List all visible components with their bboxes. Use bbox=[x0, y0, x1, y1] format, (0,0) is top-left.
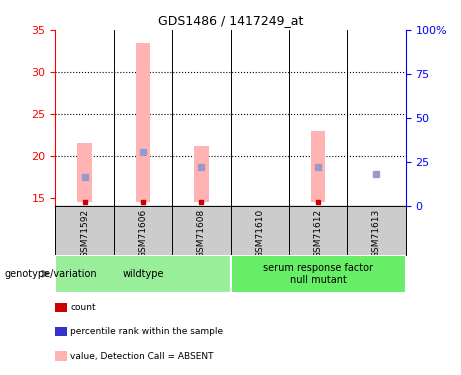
Text: GSM71610: GSM71610 bbox=[255, 209, 264, 258]
Text: genotype/variation: genotype/variation bbox=[5, 269, 97, 279]
Bar bbox=[136, 43, 150, 202]
Bar bbox=[77, 143, 92, 202]
Text: GSM71613: GSM71613 bbox=[372, 209, 381, 258]
Text: serum response factor
null mutant: serum response factor null mutant bbox=[263, 263, 373, 285]
Text: GSM71612: GSM71612 bbox=[313, 209, 323, 258]
Text: percentile rank within the sample: percentile rank within the sample bbox=[70, 327, 223, 336]
Bar bbox=[194, 146, 208, 202]
Text: GSM71606: GSM71606 bbox=[138, 209, 148, 258]
Text: count: count bbox=[70, 303, 96, 312]
Text: GSM71608: GSM71608 bbox=[197, 209, 206, 258]
Bar bbox=[55, 255, 230, 292]
Bar bbox=[311, 131, 325, 202]
Bar bbox=[230, 255, 406, 292]
Text: value, Detection Call = ABSENT: value, Detection Call = ABSENT bbox=[70, 352, 213, 361]
Title: GDS1486 / 1417249_at: GDS1486 / 1417249_at bbox=[158, 15, 303, 27]
Text: wildtype: wildtype bbox=[122, 269, 164, 279]
Text: GSM71592: GSM71592 bbox=[80, 209, 89, 258]
